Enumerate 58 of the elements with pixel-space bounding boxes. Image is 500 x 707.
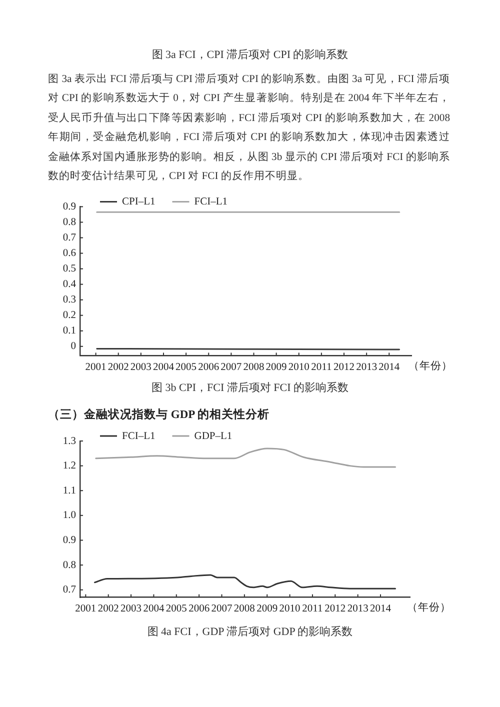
caption: 图 3a 表示出 FCI 滞后项与 CPI 滞后项对 CPI 的影响系数。由图 3a 可见，FCI 滞后项对 CPI 的影响系数远大于 0，对 CPI 产生显著影响。特别是在 2004 年下半年左右，受人民币升值与出口下降等因素影响，FCI 滞后项对 CPI 的影响系数加大，在 2008 年期间，受金融危机影响，FCI 滞后项对 CPI 的影响系数加大，体现冲击因素透过金融体系对国内通胀形势的影响。相反，从图 3b 显示的 CPI 滞后项对 FCI 的影响系数的时变估计结果可见，CPI 对 FCI 的反作用不明显。 — [48, 72, 450, 184]
x-tick-label: 2011 — [302, 603, 323, 614]
x-tick-label: 2006 — [198, 362, 220, 373]
x-tick-label: 2007 — [211, 603, 232, 614]
y-tick-label: 1.2 — [62, 460, 76, 472]
x-tick-label: 2010 — [288, 362, 310, 373]
y-tick-label: 0.7 — [62, 584, 76, 596]
x-axis-title: （年份） — [408, 360, 453, 372]
x-tick-label: 2014 — [378, 362, 400, 373]
x-tick-label: 2008 — [234, 603, 255, 614]
y-tick-label: 0.8 — [62, 216, 76, 228]
y-tick-label: 1.3 — [62, 436, 76, 447]
y-tick-label: 0.4 — [62, 279, 77, 290]
y-tick-label: 0.9 — [62, 534, 76, 546]
legend-label: FCI–L1 — [194, 196, 228, 208]
x-tick-label: 2012 — [334, 362, 355, 373]
legend-label: FCI–L1 — [122, 430, 156, 442]
x-tick-label: 2012 — [324, 603, 346, 614]
x-tick-label: 2002 — [108, 362, 129, 373]
x-tick-label: 2013 — [347, 603, 368, 614]
y-tick-label: 0.6 — [62, 248, 76, 260]
y-tick-label: 0.5 — [62, 264, 76, 275]
x-tick-label: 2002 — [98, 603, 119, 614]
x-tick-label: 2011 — [311, 362, 332, 373]
x-tick-label: 2013 — [356, 362, 378, 373]
y-tick-label: 0.1 — [62, 326, 76, 337]
x-tick-label: 2004 — [143, 603, 165, 614]
text: 图 3b CPI，FCI 滞后项对 FCI 的影响系数 — [150, 380, 350, 396]
y-tick-label: 1.1 — [62, 485, 76, 496]
x-tick-label: 2009 — [256, 603, 278, 614]
x-tick-label: 2007 — [220, 362, 242, 373]
x-tick-label: 2001 — [75, 603, 96, 614]
y-tick-label: 0.7 — [62, 232, 76, 244]
text: 图 4a FCI，GDP 滞后项对 GDP 的影响系数 — [146, 624, 354, 640]
x-tick-label: 2004 — [152, 362, 175, 373]
x-tick-label: 2006 — [188, 603, 210, 614]
legend-label: GDP–L1 — [194, 430, 232, 442]
y-tick-label: 0.2 — [62, 310, 76, 322]
caption: 图 3a FCI，CPI 滞后项对 CPI 的影响系数 — [150, 48, 350, 63]
x-tick-label: 2005 — [166, 603, 187, 614]
x-axis-title: （年份） — [407, 602, 451, 614]
line-series — [95, 448, 396, 468]
legend-label: CPI–L1 — [122, 196, 156, 208]
x-tick-label: 2005 — [176, 362, 197, 373]
text: （三）金融状况指数与 GDP 的相关性分析 — [48, 407, 270, 423]
x-tick-label: 2010 — [279, 603, 300, 614]
x-tick-label: 2001 — [85, 362, 106, 373]
x-tick-label: 2003 — [130, 362, 152, 373]
x-tick-label: 2008 — [243, 362, 264, 373]
y-tick-label: 1.0 — [62, 510, 76, 522]
x-tick-label: 2003 — [120, 603, 142, 614]
y-tick-label: 0.9 — [62, 201, 76, 212]
x-tick-label: 2014 — [370, 603, 392, 614]
y-tick-label: 0.8 — [62, 560, 76, 571]
line-series — [94, 574, 396, 590]
x-tick-label: 2009 — [266, 362, 287, 373]
y-tick-label: 0 — [70, 341, 76, 352]
y-tick-label: 0.3 — [62, 294, 76, 306]
